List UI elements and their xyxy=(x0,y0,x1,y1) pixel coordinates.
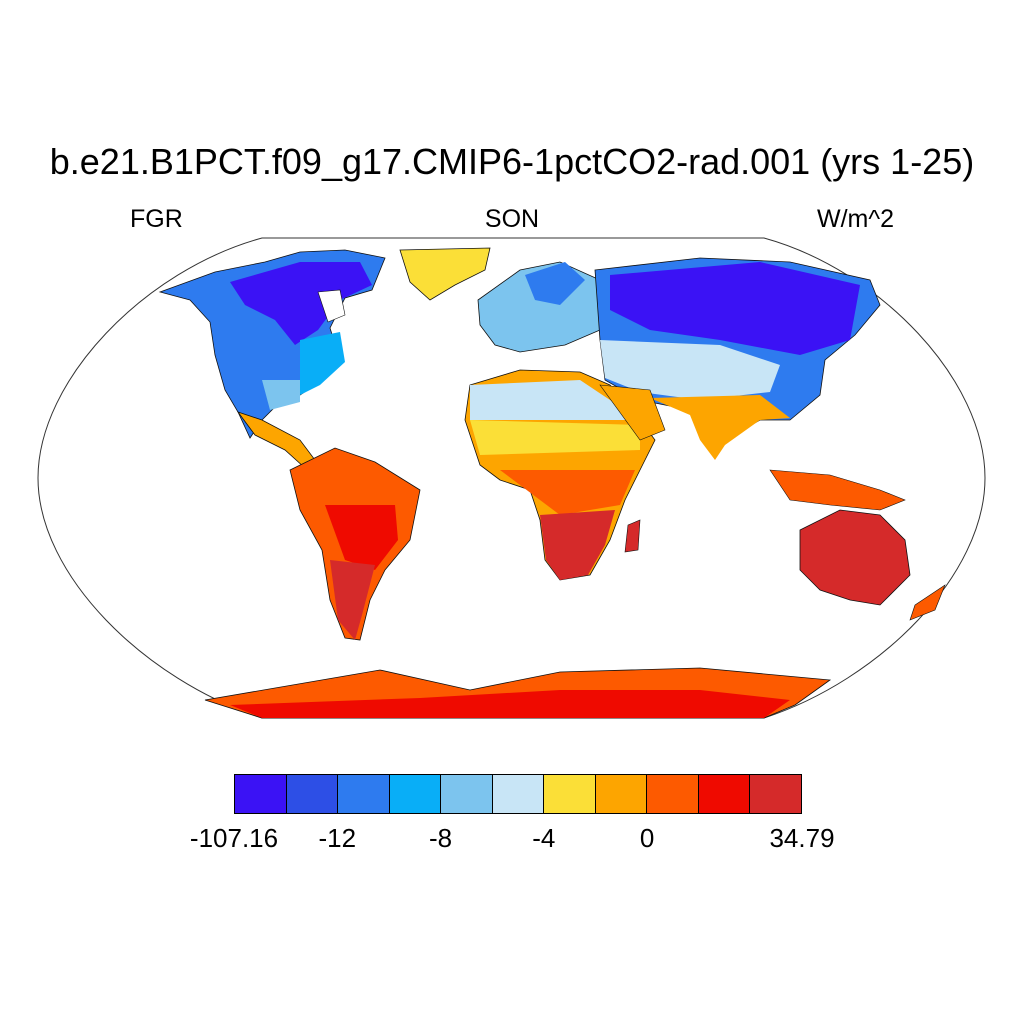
southern-africa xyxy=(540,510,615,580)
colorbar-box xyxy=(698,775,751,813)
us-south xyxy=(262,380,300,410)
africa-center xyxy=(500,470,635,515)
new-zealand xyxy=(909,584,946,621)
sahara xyxy=(470,380,640,420)
south-america-south xyxy=(330,560,375,640)
colorbar-tick-label: -4 xyxy=(532,823,556,853)
antarctica-interior xyxy=(230,690,790,718)
colorbar-box xyxy=(595,775,648,813)
units-label: W/m^2 xyxy=(816,205,894,233)
colorbar-box xyxy=(286,775,339,813)
colorbar-box xyxy=(235,775,287,813)
colorbar-box xyxy=(647,775,699,813)
indonesia xyxy=(769,469,906,511)
scandinavia xyxy=(525,262,585,305)
colorbar-tick-label: 0 xyxy=(639,823,655,853)
colorbar xyxy=(234,774,802,814)
south-america-center xyxy=(325,505,398,570)
canada-arctic xyxy=(230,262,372,345)
hudson-bay xyxy=(317,289,346,323)
us-east xyxy=(300,332,345,395)
australia-land xyxy=(799,509,911,606)
sahel xyxy=(470,420,640,455)
season-label: SON xyxy=(484,205,540,233)
page-title: b.e21.B1PCT.f09_g17.CMIP6-1pctCO2-rad.00… xyxy=(49,141,975,182)
colorbar-box xyxy=(441,775,493,813)
variable-label: FGR xyxy=(130,205,183,233)
siberia xyxy=(610,262,860,355)
greenland-land xyxy=(399,247,491,301)
south-asia xyxy=(650,395,790,460)
colorbar-box xyxy=(750,775,802,813)
colorbar-tick-label: -12 xyxy=(318,823,357,853)
arabia xyxy=(599,384,666,441)
colorbar-tick-label: 34.79 xyxy=(769,823,835,853)
colorbar-box xyxy=(492,775,545,813)
colorbar-box xyxy=(389,775,442,813)
colorbar-tick-label: -107.16 xyxy=(189,823,279,853)
madagascar xyxy=(624,519,641,553)
colorbar-box xyxy=(338,775,390,813)
colorbar-tick-label: -8 xyxy=(428,823,453,853)
colorbar-box xyxy=(544,775,596,813)
central-asia xyxy=(600,340,780,400)
